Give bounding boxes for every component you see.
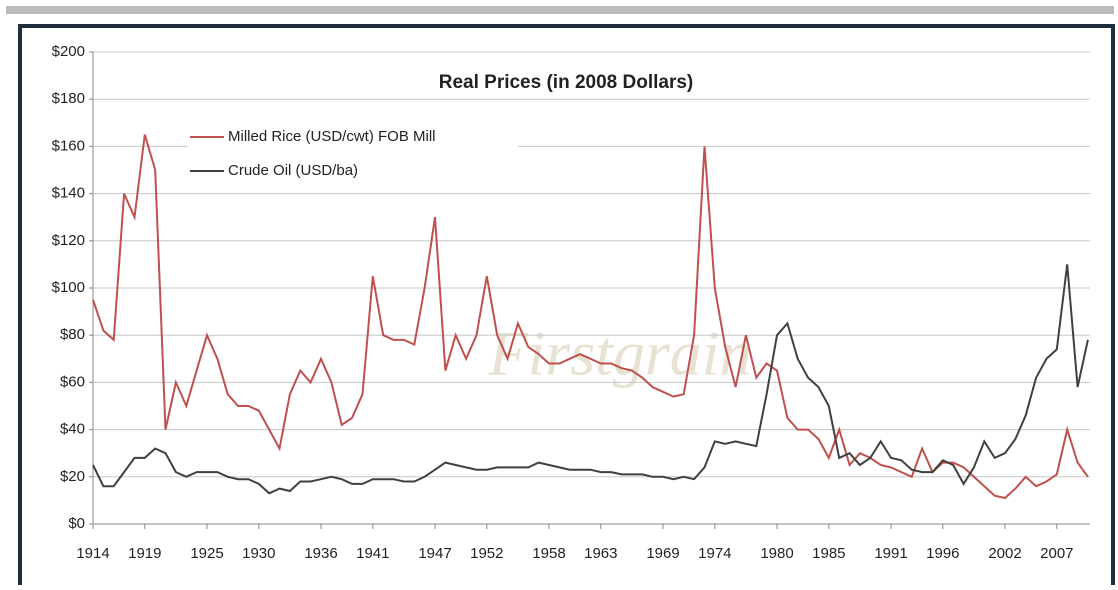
frame (18, 24, 1115, 590)
x-tick-label: 1958 (532, 545, 565, 562)
y-tick-label: $20 (60, 468, 85, 485)
x-tick-label: 1969 (646, 545, 679, 562)
y-tick-label: $100 (52, 279, 85, 296)
series-line (92, 134, 1089, 500)
frame-shadow (6, 6, 1114, 14)
x-tick-label: 1985 (812, 545, 845, 562)
x-tick-label: 1991 (874, 545, 907, 562)
x-tick-label: 2007 (1040, 545, 1073, 562)
x-tick-label: 1952 (470, 545, 503, 562)
y-tick-label: $80 (60, 326, 85, 343)
y-tick-label: $0 (68, 515, 85, 532)
x-tick-label: 1980 (760, 545, 793, 562)
x-tick-label: 1930 (242, 545, 275, 562)
x-tick-label: 1941 (356, 545, 389, 562)
x-tick-label: 1925 (190, 545, 223, 562)
x-tick-label: 1974 (698, 545, 731, 562)
x-tick-label: 2002 (988, 545, 1021, 562)
x-tick-label: 1936 (304, 545, 337, 562)
x-tick-label: 1996 (926, 545, 959, 562)
legend-label: Crude Oil (USD/ba) (228, 162, 358, 179)
y-tick-label: $200 (52, 43, 85, 60)
x-tick-label: 1963 (584, 545, 617, 562)
y-tick-label: $40 (60, 421, 85, 438)
x-tick-label: 1947 (418, 545, 451, 562)
chart-title: Real Prices (in 2008 Dollars) (439, 72, 694, 93)
y-tick-label: $120 (52, 232, 85, 249)
y-tick-label: $60 (60, 373, 85, 390)
watermark: Firstgrain (487, 318, 751, 389)
legend-label: Milled Rice (USD/cwt) FOB Mill (228, 128, 436, 145)
y-tick-label: $180 (52, 90, 85, 107)
x-tick-label: 1914 (76, 545, 109, 562)
y-tick-label: $160 (52, 137, 85, 154)
series-line (92, 264, 1089, 495)
legend-box (188, 120, 518, 186)
y-tick-label: $140 (52, 185, 85, 202)
x-tick-label: 1919 (128, 545, 161, 562)
